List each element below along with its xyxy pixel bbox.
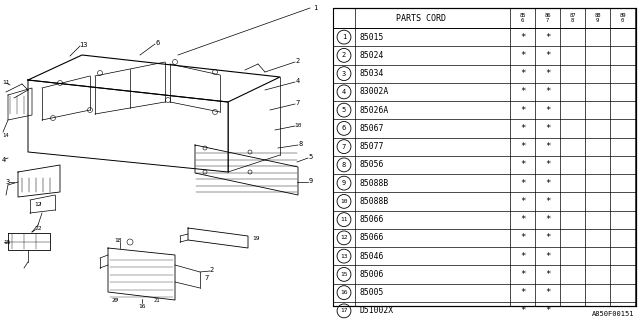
Text: *: * [545, 270, 550, 279]
Text: *: * [520, 124, 525, 133]
Text: 16: 16 [340, 290, 348, 295]
Text: 85015: 85015 [360, 33, 385, 42]
Text: PARTS CORD: PARTS CORD [397, 13, 447, 22]
Text: *: * [520, 33, 525, 42]
Text: *: * [545, 124, 550, 133]
Text: 2: 2 [342, 52, 346, 58]
Text: *: * [545, 142, 550, 151]
Text: 87
8: 87 8 [569, 13, 576, 23]
Text: 4: 4 [296, 78, 300, 84]
Text: 21: 21 [154, 299, 160, 303]
Text: *: * [545, 33, 550, 42]
Text: *: * [520, 69, 525, 78]
Text: 2: 2 [210, 267, 214, 273]
Text: *: * [520, 142, 525, 151]
Text: 85024: 85024 [360, 51, 385, 60]
Text: 85
6: 85 6 [519, 13, 525, 23]
Text: 2: 2 [296, 58, 300, 64]
Text: 12: 12 [340, 236, 348, 240]
Text: 13: 13 [79, 42, 87, 48]
Text: *: * [545, 215, 550, 224]
Text: 11: 11 [340, 217, 348, 222]
Text: 85046: 85046 [360, 252, 385, 260]
Text: 3: 3 [342, 71, 346, 76]
Text: 5: 5 [342, 107, 346, 113]
Text: 10: 10 [340, 199, 348, 204]
Text: *: * [520, 106, 525, 115]
Text: 85088B: 85088B [360, 197, 389, 206]
Text: *: * [545, 106, 550, 115]
Text: 3: 3 [6, 179, 10, 185]
Text: 13: 13 [340, 254, 348, 259]
Text: *: * [520, 197, 525, 206]
Text: *: * [545, 51, 550, 60]
Text: 89
0: 89 0 [620, 13, 626, 23]
Text: *: * [545, 252, 550, 260]
Text: 86
7: 86 7 [544, 13, 551, 23]
Text: 14: 14 [2, 132, 8, 138]
Text: 9: 9 [342, 180, 346, 186]
Text: *: * [545, 306, 550, 316]
Text: 85056: 85056 [360, 160, 385, 169]
Text: 85005: 85005 [360, 288, 385, 297]
Text: 8: 8 [342, 162, 346, 168]
Text: *: * [520, 160, 525, 169]
Text: 85088B: 85088B [360, 179, 389, 188]
Text: *: * [545, 233, 550, 242]
Text: 5: 5 [309, 154, 313, 160]
Text: 85034: 85034 [360, 69, 385, 78]
Text: *: * [520, 233, 525, 242]
Text: 12: 12 [35, 203, 42, 207]
Text: *: * [545, 179, 550, 188]
Text: *: * [520, 288, 525, 297]
Bar [0, 0, 332, 320]
Text: 17: 17 [340, 308, 348, 313]
Text: 11: 11 [3, 79, 10, 84]
Text: 18: 18 [115, 237, 122, 243]
Text: *: * [520, 87, 525, 96]
Text: *: * [520, 306, 525, 316]
Text: 16: 16 [138, 303, 146, 308]
Text: 85077: 85077 [360, 142, 385, 151]
Text: 83002A: 83002A [360, 87, 389, 96]
Text: *: * [520, 252, 525, 260]
Text: 6: 6 [156, 40, 160, 46]
Text: *: * [545, 288, 550, 297]
Text: *: * [545, 197, 550, 206]
Text: A850F00151: A850F00151 [591, 311, 634, 317]
Text: *: * [545, 160, 550, 169]
Text: 20: 20 [112, 299, 118, 303]
Text: 7: 7 [296, 100, 300, 106]
Text: *: * [520, 51, 525, 60]
Text: 85026A: 85026A [360, 106, 389, 115]
Text: 7: 7 [342, 144, 346, 150]
Text: 15: 15 [3, 239, 10, 244]
Text: 22: 22 [35, 226, 42, 230]
Text: 4: 4 [342, 89, 346, 95]
Text: *: * [545, 69, 550, 78]
Text: 85066: 85066 [360, 233, 385, 242]
Text: 85066: 85066 [360, 215, 385, 224]
Text: 15: 15 [340, 272, 348, 277]
Text: D51002X: D51002X [360, 306, 394, 316]
Text: 8: 8 [299, 141, 303, 147]
Text: 6: 6 [342, 125, 346, 132]
Text: 9: 9 [309, 178, 313, 184]
Text: *: * [545, 87, 550, 96]
Text: 85006: 85006 [360, 270, 385, 279]
Text: 10: 10 [294, 123, 301, 127]
Text: 88
9: 88 9 [595, 13, 601, 23]
Text: *: * [520, 179, 525, 188]
Text: 85067: 85067 [360, 124, 385, 133]
Text: 19: 19 [252, 236, 259, 241]
Text: 7: 7 [204, 275, 208, 281]
Text: 1: 1 [342, 34, 346, 40]
Text: *: * [520, 215, 525, 224]
Text: 4: 4 [2, 157, 6, 163]
Bar [333, 8, 636, 306]
Text: 1: 1 [313, 5, 317, 11]
Text: *: * [520, 270, 525, 279]
